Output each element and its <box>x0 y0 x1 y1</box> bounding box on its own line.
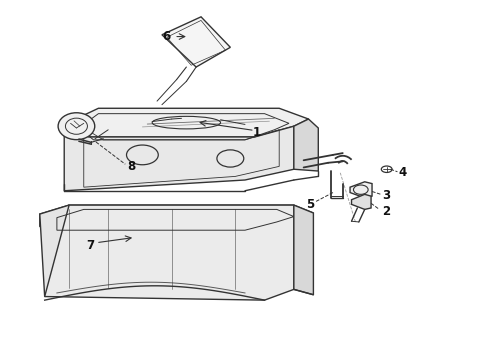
Polygon shape <box>40 205 69 297</box>
Text: 3: 3 <box>383 189 391 202</box>
Polygon shape <box>45 205 294 300</box>
Polygon shape <box>64 125 294 191</box>
Polygon shape <box>162 17 230 67</box>
Text: 1: 1 <box>253 126 261 139</box>
Ellipse shape <box>58 113 95 140</box>
Polygon shape <box>351 194 371 210</box>
Text: 5: 5 <box>306 198 314 211</box>
Polygon shape <box>350 182 372 198</box>
Text: 4: 4 <box>398 166 407 179</box>
Text: 2: 2 <box>382 205 390 218</box>
Polygon shape <box>294 205 314 295</box>
Text: 7: 7 <box>86 239 94 252</box>
Text: 8: 8 <box>127 160 135 173</box>
Text: 6: 6 <box>163 30 171 43</box>
Polygon shape <box>40 205 314 226</box>
Polygon shape <box>64 108 309 137</box>
Polygon shape <box>294 119 318 171</box>
